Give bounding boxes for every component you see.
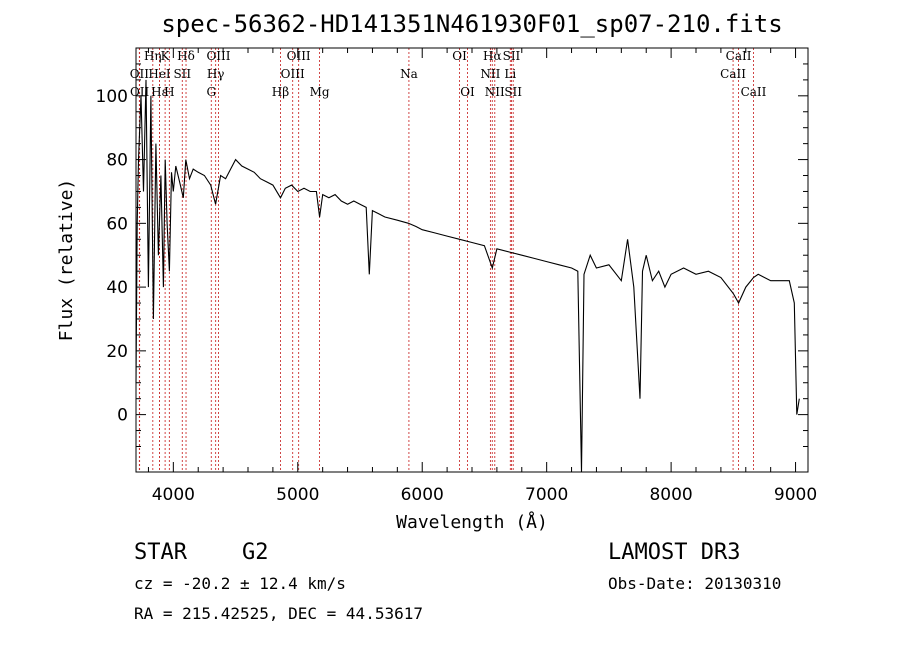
spectral-line-label: CaII	[741, 85, 767, 99]
axis-ticks: 4000 5000 6000 7000 8000 9000 0 20 40 60 80 100	[96, 48, 817, 505]
plot-frame	[135, 47, 809, 473]
y-tick-label: 60	[106, 214, 128, 234]
spectral-line-label: G	[206, 85, 216, 99]
spectral-line-label: OII	[130, 67, 150, 81]
observation-date: Obs-Date: 20130310	[608, 574, 782, 593]
spectral-line-label: SII	[503, 49, 521, 63]
spectral-line-label: Hγ	[207, 67, 225, 81]
redshift-value: cz = -20.2 ± 12.4 km/s	[134, 574, 346, 593]
y-tick-label: 100	[96, 87, 128, 107]
spectral-line-label: H	[164, 85, 174, 99]
spectral-line-label: Hε	[151, 85, 168, 99]
spectral-line-label: HeI	[148, 67, 171, 81]
x-axis-label: Wavelength (Å)	[396, 511, 548, 533]
object-class: STAR	[134, 540, 187, 565]
x-tick-label: 9000	[774, 485, 817, 505]
spectral-line-label: Hα	[483, 49, 502, 63]
spectral-line-label: Na	[400, 67, 418, 81]
spectral-line-label: NII	[480, 67, 500, 81]
object-subclass: G2	[242, 540, 269, 565]
spectral-line-label: CaII	[726, 49, 752, 63]
spectral-line-label: Li	[504, 67, 516, 81]
spectral-line-label: Hβ	[272, 85, 289, 99]
x-tick-label: 8000	[649, 485, 692, 505]
spectral-line-label: Mg	[310, 85, 330, 99]
coordinates: RA = 215.42525, DEC = 44.53617	[134, 604, 423, 623]
y-tick-label: 40	[106, 278, 128, 298]
spectral-line-label: OI	[460, 85, 475, 99]
y-tick-label: 0	[117, 406, 128, 426]
x-tick-label: 4000	[152, 485, 195, 505]
survey-name: LAMOST DR3	[608, 540, 741, 565]
spectral-line-label: SII	[504, 85, 522, 99]
spectral-line-label: NII	[485, 85, 505, 99]
spectral-line-label: OIII	[287, 49, 311, 63]
x-tick-label: 6000	[401, 485, 444, 505]
spectral-line-markers	[138, 48, 754, 472]
spectral-line-label: Hδ	[177, 49, 195, 63]
spectral-line-label: OIII	[281, 67, 305, 81]
x-tick-label: 5000	[276, 485, 319, 505]
y-axis-label: Flux (relative)	[56, 179, 77, 342]
x-tick-label: 7000	[525, 485, 568, 505]
spectral-line-label: OI	[452, 49, 467, 63]
flux-line	[135, 79, 800, 473]
y-tick-label: 80	[106, 151, 128, 171]
flux-series	[135, 79, 800, 473]
chart-title: spec-56362-HD141351N461930F01_sp07-210.f…	[161, 10, 782, 38]
spectral-line-label: SII	[173, 67, 191, 81]
spectral-line-label: CaII	[720, 67, 746, 81]
y-tick-label: 20	[106, 342, 128, 362]
spectral-line-label: K	[161, 49, 171, 63]
spectral-line-label: Hη	[144, 49, 162, 63]
spectral-line-label: OIII	[206, 49, 230, 63]
